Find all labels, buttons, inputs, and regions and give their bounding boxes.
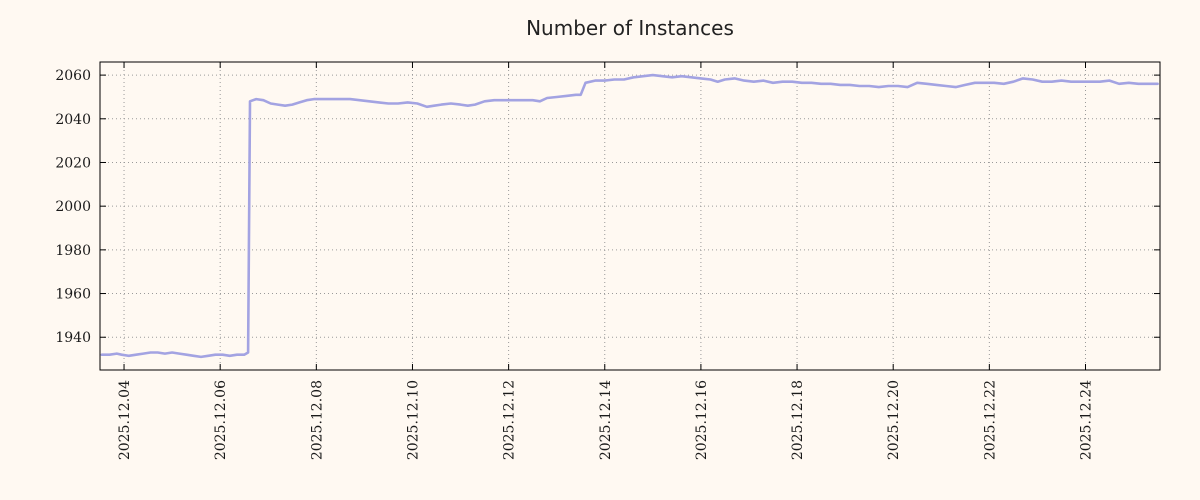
plot-border xyxy=(99,61,1161,371)
data-series-line xyxy=(100,73,1159,359)
y-tick-label: 2020 xyxy=(55,155,91,171)
y-tick-label: 1980 xyxy=(55,243,91,259)
x-tick-label: 2025.12.20 xyxy=(886,380,902,460)
chart-title: Number of Instances xyxy=(526,16,734,40)
x-tick-label: 2025.12.08 xyxy=(309,380,325,460)
x-tick-label: 2025.12.10 xyxy=(405,380,421,460)
x-tick-label: 2025.12.24 xyxy=(1078,380,1094,460)
y-tick-label: 2040 xyxy=(55,112,91,128)
x-tick-label: 2025.12.06 xyxy=(213,380,229,460)
x-tick-label: 2025.12.18 xyxy=(790,380,806,460)
x-tick-label: 2025.12.22 xyxy=(982,380,998,460)
y-tick-label: 2060 xyxy=(55,68,91,84)
x-tick-label: 2025.12.04 xyxy=(117,380,133,460)
y-tick-label: 1940 xyxy=(55,330,91,346)
x-tick-label: 2025.12.14 xyxy=(598,380,614,460)
y-tick-label: 2000 xyxy=(55,199,91,215)
x-tick-label: 2025.12.12 xyxy=(502,380,518,460)
y-tick-label: 1960 xyxy=(55,287,91,303)
x-tick-label: 2025.12.16 xyxy=(694,380,710,460)
